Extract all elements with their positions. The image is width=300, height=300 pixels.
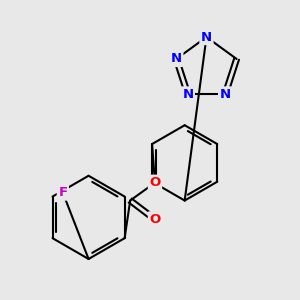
Text: N: N: [201, 31, 212, 44]
Text: O: O: [149, 213, 161, 226]
Text: N: N: [220, 88, 231, 101]
Text: N: N: [182, 88, 194, 101]
Text: F: F: [58, 186, 68, 199]
Text: N: N: [171, 52, 182, 65]
Text: O: O: [149, 176, 161, 189]
